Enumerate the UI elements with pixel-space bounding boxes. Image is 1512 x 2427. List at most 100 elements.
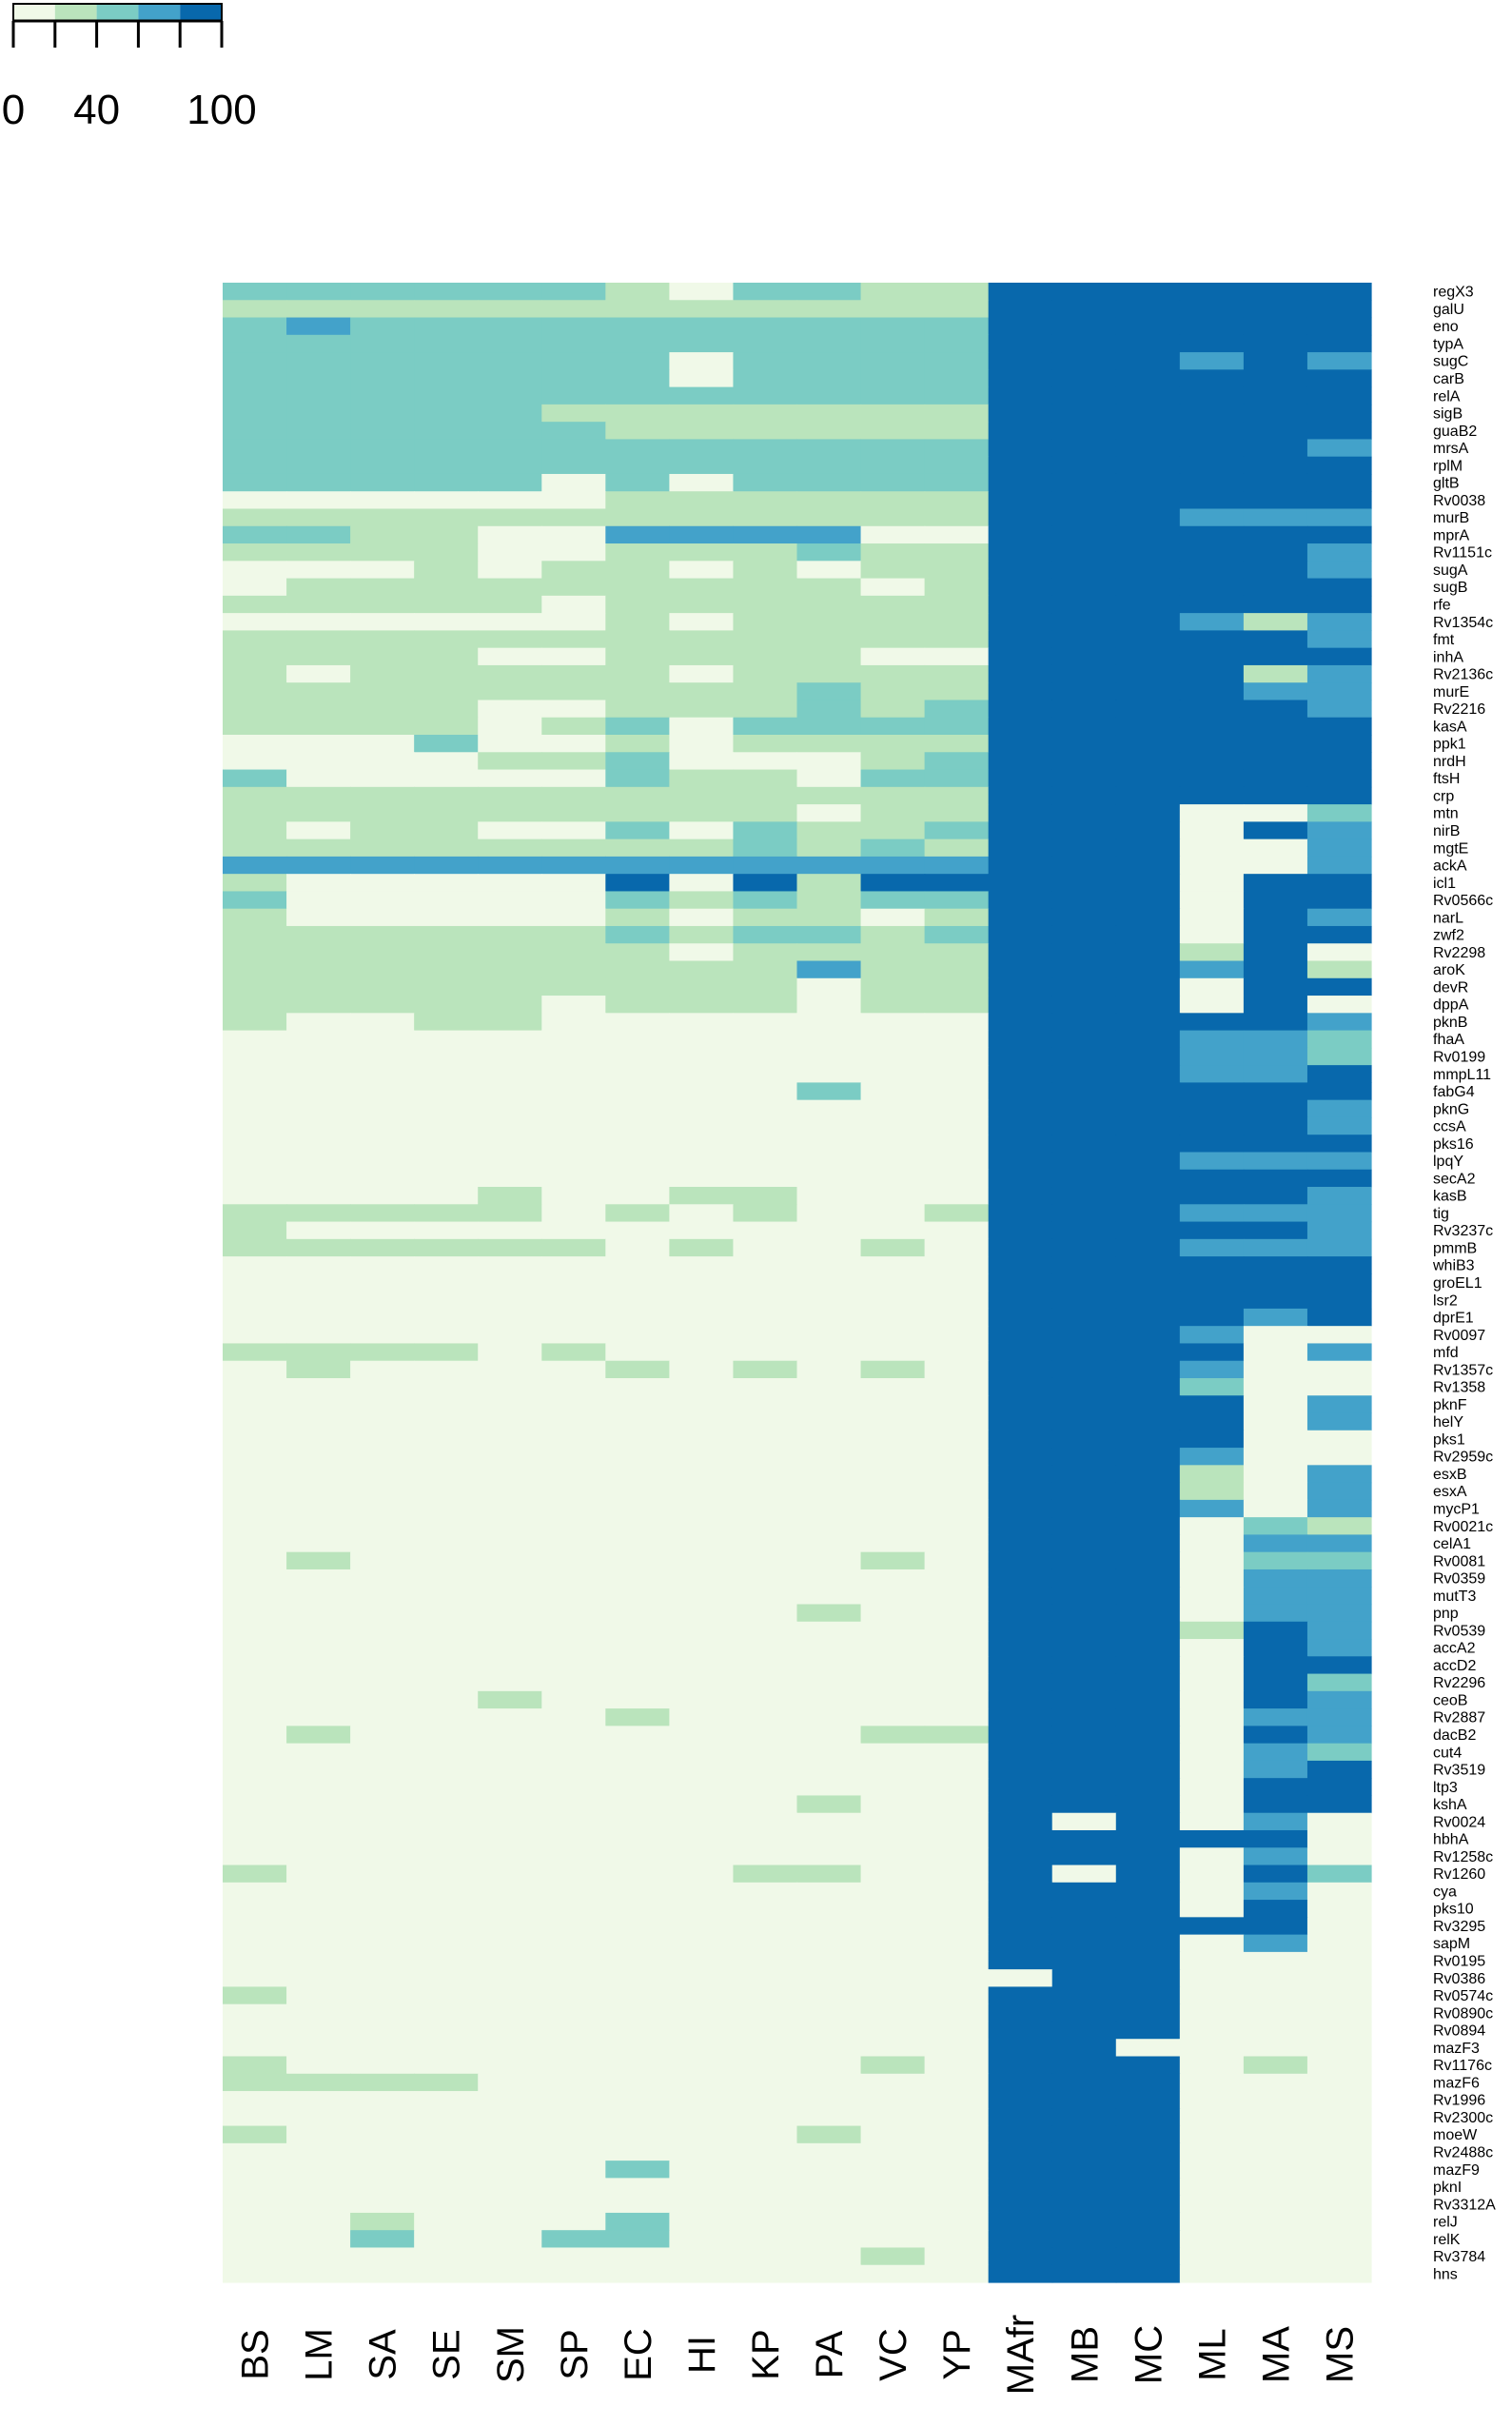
heatmap-cell — [924, 2021, 990, 2040]
heatmap-cell — [733, 682, 798, 701]
heatmap-cell — [223, 508, 287, 527]
heatmap-cell — [924, 1882, 990, 1901]
heatmap-cell — [860, 283, 926, 301]
heatmap-cell — [669, 1517, 735, 1536]
heatmap-cell — [350, 1308, 415, 1327]
heatmap-cell — [350, 386, 415, 405]
heatmap-cell — [541, 1882, 606, 1901]
heatmap-cell — [223, 1743, 287, 1762]
heatmap-cell — [414, 1116, 479, 1135]
heatmap-cell — [414, 2247, 479, 2266]
heatmap-cell — [1243, 1360, 1308, 1379]
heatmap-cell — [223, 1708, 287, 1727]
heatmap-cell — [1243, 1829, 1308, 1848]
heatmap-cell — [1051, 1116, 1117, 1135]
heatmap-cell — [924, 1569, 990, 1588]
heatmap-cell — [350, 1116, 415, 1135]
heatmap-cell — [1179, 1917, 1245, 1936]
heatmap-cell — [669, 891, 735, 910]
heatmap-cell — [286, 1047, 351, 1066]
heatmap-cell — [605, 630, 670, 649]
heatmap-cell — [605, 1256, 670, 1274]
heatmap-cell — [860, 1448, 926, 1466]
heatmap-cell — [1179, 2125, 1245, 2144]
heatmap-cell — [1051, 1204, 1117, 1223]
heatmap-cell — [414, 664, 479, 683]
heatmap-cell — [1115, 300, 1181, 319]
heatmap-cell — [478, 1882, 542, 1901]
heatmap-cell — [860, 1047, 926, 1066]
heatmap-cell — [1243, 960, 1308, 979]
heatmap-cell — [1051, 1099, 1117, 1118]
heatmap-cell — [541, 1726, 606, 1745]
heatmap-cell — [223, 422, 287, 441]
heatmap-cell — [733, 613, 798, 631]
heatmap-cell — [1115, 404, 1181, 423]
heatmap-cell — [478, 735, 542, 753]
heatmap-cell — [1115, 1882, 1181, 1901]
heatmap-cell — [1051, 804, 1117, 822]
heatmap-cell — [1051, 943, 1117, 962]
heatmap-cell — [733, 943, 798, 962]
heatmap-cell — [669, 2195, 735, 2214]
heatmap-cell — [605, 960, 670, 979]
heatmap-cell — [1306, 1377, 1372, 1396]
heatmap-cell — [1115, 874, 1181, 893]
heatmap-cell — [733, 1760, 798, 1779]
heatmap-cell — [478, 1465, 542, 1484]
heatmap-cell — [541, 821, 606, 840]
heatmap-cell — [350, 1621, 415, 1640]
heatmap-cell — [1243, 1099, 1308, 1118]
heatmap-cell — [1051, 543, 1117, 562]
heatmap-cell — [478, 1099, 542, 1118]
heatmap-cell — [1115, 2230, 1181, 2249]
heatmap-cell — [1243, 1778, 1308, 1797]
heatmap-cell — [988, 2264, 1053, 2283]
heatmap-cell — [1179, 630, 1245, 649]
heatmap-cell — [1306, 682, 1372, 701]
heatmap-cell — [223, 2195, 287, 2214]
heatmap-cell — [350, 439, 415, 458]
heatmap-cell — [605, 717, 670, 736]
heatmap-cell — [350, 491, 415, 510]
heatmap-cell — [1051, 1448, 1117, 1466]
heatmap-cell — [733, 1639, 798, 1657]
heatmap-cell — [286, 1204, 351, 1223]
heatmap-cell — [669, 2056, 735, 2075]
heatmap-cell — [223, 1551, 287, 1570]
heatmap-cell — [1306, 735, 1372, 753]
heatmap-cell — [796, 1221, 862, 1240]
heatmap-cell — [414, 2056, 479, 2075]
heatmap-cell — [924, 1082, 990, 1101]
heatmap-cell — [414, 2195, 479, 2214]
heatmap-cell — [1115, 508, 1181, 527]
heatmap-cell — [1115, 2142, 1181, 2161]
heatmap-cell — [1306, 1534, 1372, 1553]
heatmap-cell — [988, 525, 1053, 544]
organism-label: MAfr — [1000, 2315, 1042, 2395]
heatmap-cell — [478, 1639, 542, 1657]
heatmap-cell — [478, 334, 542, 353]
heatmap-cell — [223, 1116, 287, 1135]
heatmap-cell — [1243, 1795, 1308, 1814]
heatmap-cell — [605, 2230, 670, 2249]
heatmap-cell — [1115, 1047, 1181, 1066]
heatmap-cell — [286, 491, 351, 510]
heatmap-cell — [1179, 1673, 1245, 1692]
heatmap-cell — [1115, 543, 1181, 562]
heatmap-cell — [1115, 1273, 1181, 1292]
heatmap-cell — [669, 786, 735, 805]
gene-label: tig — [1433, 1206, 1449, 1222]
gene-label: nrdH — [1433, 754, 1466, 770]
heatmap-cell — [796, 960, 862, 979]
heatmap-cell — [478, 1569, 542, 1588]
heatmap-cell — [1115, 1187, 1181, 1205]
heatmap-cell — [669, 1204, 735, 1223]
heatmap-cell — [988, 1690, 1053, 1709]
heatmap-cell — [1243, 2247, 1308, 2266]
heatmap-cell — [414, 1326, 479, 1345]
heatmap-cell — [541, 1065, 606, 1083]
heatmap-cell — [1306, 1116, 1372, 1135]
heatmap-cell — [669, 1534, 735, 1553]
heatmap-cell — [860, 1169, 926, 1188]
